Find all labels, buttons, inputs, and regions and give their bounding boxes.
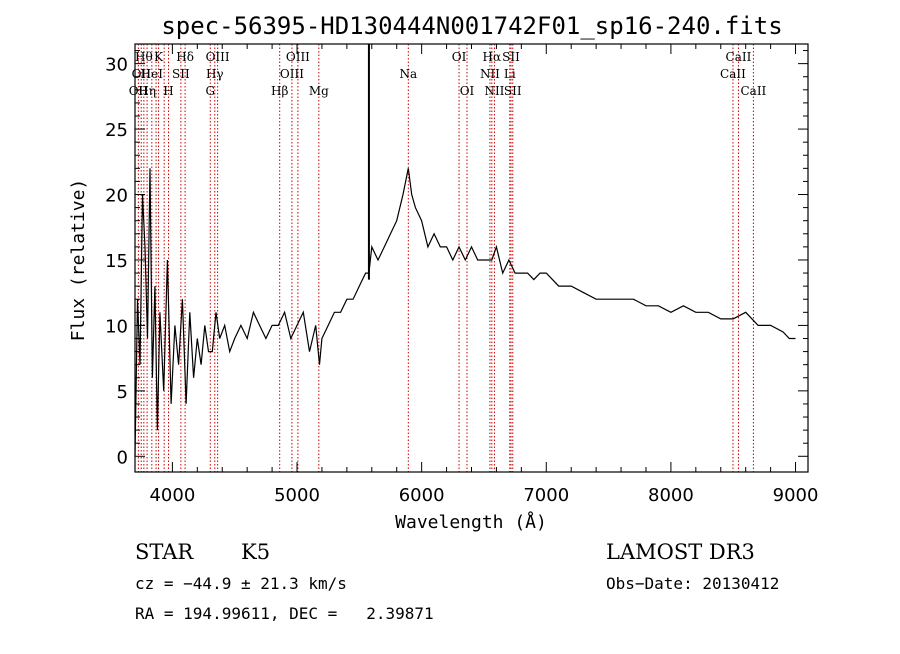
object-class: STAR <box>135 540 194 564</box>
line-marker-label: CaII <box>720 67 746 81</box>
line-marker-label: OIII <box>206 50 230 64</box>
y-tick-label: 30 <box>105 55 128 76</box>
y-tick-label: 0 <box>117 447 128 468</box>
survey-name: LAMOST DR3 <box>606 540 755 564</box>
line-marker-label: OII <box>129 84 149 98</box>
line-marker-label: NII <box>480 67 500 81</box>
line-marker-label: SII <box>502 50 520 64</box>
y-axis-label: Flux (relative) <box>68 179 89 342</box>
line-marker-label: OIII <box>286 50 310 64</box>
y-tick-label: 20 <box>105 186 128 207</box>
obs-date: Obs−Date: 20130412 <box>606 574 779 593</box>
line-marker-label: K <box>154 50 164 64</box>
y-tick-label: 15 <box>105 251 128 272</box>
x-tick-label: 6000 <box>399 485 445 506</box>
line-marker-label: OI <box>460 84 475 98</box>
line-marker-label: Mg <box>309 84 329 98</box>
line-marker-label: NII <box>484 84 504 98</box>
y-axis-ticks: 0 5 10 15 20 25 30 <box>105 50 808 468</box>
x-tick-label: 7000 <box>523 485 569 506</box>
x-tick-label: 4000 <box>149 485 195 506</box>
spectral-line-labels: OII OII Hθ Hη HeI K H SII Hδ G Hγ OIII Hβ OIII OIII Mg N… <box>129 50 767 98</box>
x-tick-label: 8000 <box>648 485 694 506</box>
spectral-line-markers <box>137 44 754 472</box>
chart-title: spec-56395-HD130444N001742F01_sp16-240.f… <box>161 12 782 40</box>
line-marker-label: SII <box>172 67 190 81</box>
line-marker-label: SII <box>504 84 522 98</box>
line-marker-label: Na <box>399 67 417 81</box>
line-marker-label: Hβ <box>271 84 288 98</box>
spectrum-line <box>134 168 796 457</box>
object-subclass: K5 <box>241 540 270 564</box>
x-axis-ticks: 4000 5000 6000 7000 8000 9000 <box>149 44 818 506</box>
line-marker-label: Hα <box>483 50 502 64</box>
line-marker-label: Hη <box>138 84 156 98</box>
line-marker-label: Hδ <box>176 50 194 64</box>
line-marker-label: HeI <box>141 67 164 81</box>
line-marker-label: CaII <box>726 50 752 64</box>
line-marker-label: CaII <box>740 84 766 98</box>
y-tick-label: 25 <box>105 120 128 141</box>
line-marker-label: H <box>163 84 173 98</box>
plot-frame <box>134 43 809 473</box>
x-axis-label: Wavelength (Å) <box>395 511 547 533</box>
line-marker-label: OIII <box>280 67 304 81</box>
line-marker-label: G <box>205 84 215 98</box>
line-marker-label: OII <box>132 67 152 81</box>
line-marker-label: OI <box>452 50 467 64</box>
ra-dec: RA = 194.99611, DEC = 2.39871 <box>135 604 434 623</box>
x-tick-label: 9000 <box>773 485 819 506</box>
y-tick-label: 5 <box>117 382 128 403</box>
x-tick-label: 5000 <box>274 485 320 506</box>
line-marker-label: Hγ <box>206 67 224 81</box>
line-marker-label: Hθ <box>135 50 153 64</box>
y-tick-label: 10 <box>105 316 128 337</box>
line-marker-label: Li <box>504 67 516 81</box>
redshift-cz: cz = −44.9 ± 21.3 km/s <box>135 574 347 593</box>
